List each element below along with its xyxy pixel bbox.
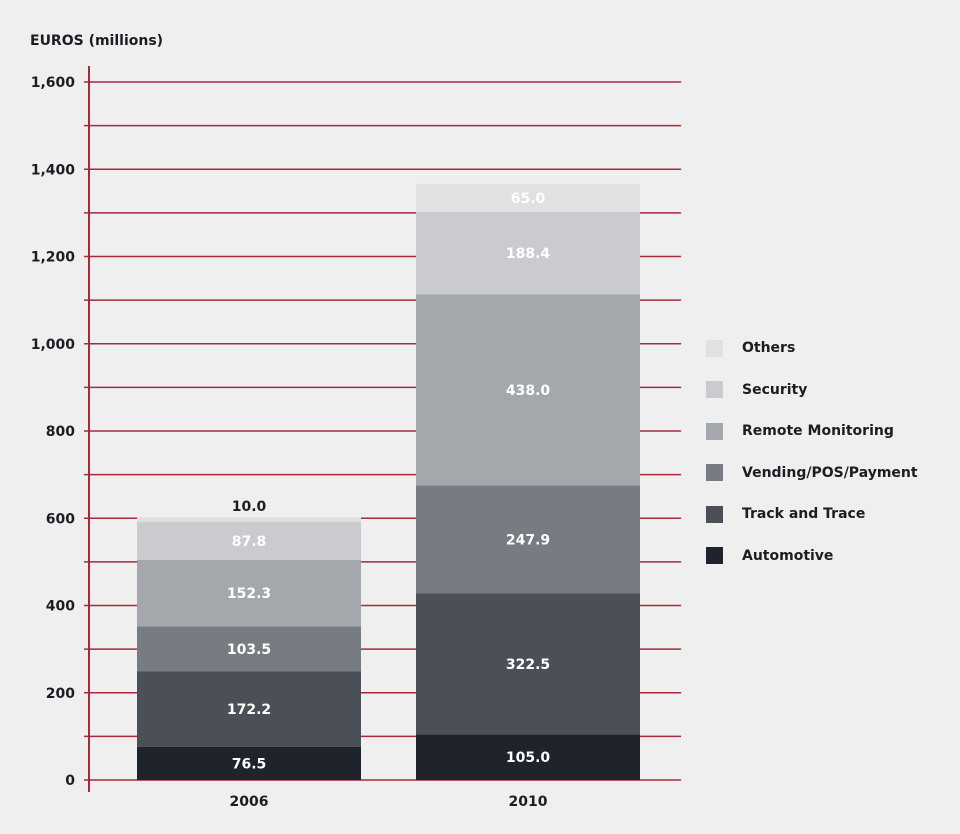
data-label: 103.5 [227, 642, 271, 658]
data-label: 188.4 [506, 246, 551, 262]
x-tick-label: 2010 [509, 794, 548, 810]
data-label: 105.0 [506, 750, 551, 766]
chart-legend: Others Security Remote Monitoring Vending/P… [706, 338, 918, 588]
legend-label: Others [742, 340, 796, 356]
data-label: 322.5 [506, 657, 550, 673]
legend-swatch [706, 464, 723, 482]
bar-segment-2006-others [137, 517, 361, 522]
data-label: 172.2 [227, 702, 271, 718]
data-label: 76.5 [232, 756, 267, 772]
bar-segment-2006-security [137, 521, 361, 560]
legend-swatch [706, 547, 723, 565]
y-tick-label: 600 [46, 511, 75, 527]
y-axis-title: EUROS (millions) [30, 33, 164, 49]
bar-segment-2006-track-and-trace [137, 671, 361, 747]
bar-segment-2010-track-and-trace [416, 593, 640, 735]
bar-segment-2006-automotive [137, 746, 361, 780]
legend-label: Remote Monitoring [742, 423, 894, 440]
legend-label: Security [742, 381, 808, 398]
data-label: 152.3 [227, 586, 271, 602]
y-tick-label: 1,400 [31, 162, 76, 178]
bar-segment-2010-automotive [416, 734, 640, 780]
bar-segment-2010-vending-pos-payment [416, 485, 640, 594]
bar-segment-2010-remote-monitoring [416, 294, 640, 486]
y-tick-label: 1,600 [31, 75, 76, 91]
legend-item: Security [706, 380, 918, 400]
legend-label: Track and Trace [742, 506, 866, 523]
data-label: 65.0 [511, 191, 546, 207]
x-tick-label: 2006 [230, 794, 269, 810]
data-label: 87.8 [232, 534, 267, 550]
bar-segment-2010-security [416, 212, 640, 295]
legend-item: Vending/POS/Payment [706, 463, 918, 483]
y-tick-label: 200 [46, 686, 75, 702]
data-label: 247.9 [506, 532, 550, 548]
y-tick-label: 1,000 [31, 337, 76, 353]
legend-swatch [706, 381, 723, 399]
legend-item: Track and Trace [706, 504, 918, 524]
y-tick-label: 800 [46, 424, 75, 440]
bar-segment-2006-vending-pos-payment [137, 626, 361, 672]
y-tick-label: 400 [46, 599, 75, 615]
data-label: 438.0 [506, 383, 551, 399]
legend-item: Automotive [706, 546, 918, 566]
legend-item: Remote Monitoring [706, 421, 918, 441]
y-tick-label: 1,200 [31, 250, 76, 266]
legend-swatch [706, 505, 723, 523]
legend-swatch [706, 339, 723, 357]
y-tick-label: 0 [65, 773, 75, 789]
data-label: 10.0 [232, 499, 267, 515]
bar-segment-2006-remote-monitoring [137, 559, 361, 627]
legend-label: Automotive [742, 547, 834, 564]
legend-item: Others [706, 338, 918, 358]
legend-swatch [706, 422, 723, 440]
legend-label: Vending/POS/Payment [742, 464, 918, 481]
bar-segment-2010-others [416, 183, 640, 213]
